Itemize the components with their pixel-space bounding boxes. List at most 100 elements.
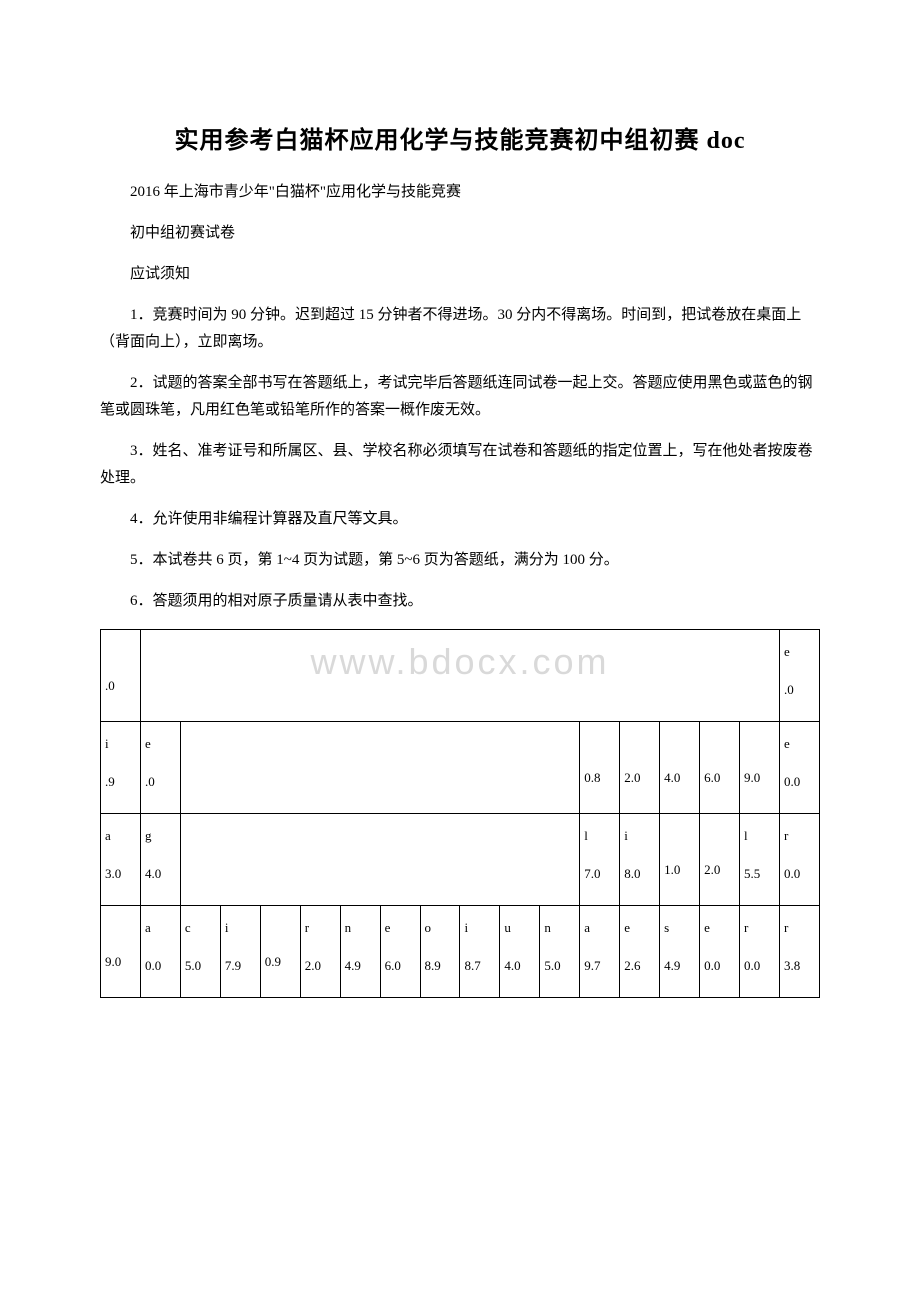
cell-value: 4.0: [660, 750, 699, 792]
cell-value: 0.0: [700, 938, 739, 980]
table-cell: i8.0: [620, 814, 660, 906]
table-cell: 4.0: [660, 722, 700, 814]
cell-symbol: c: [181, 906, 220, 938]
cell-value: 6.0: [381, 938, 420, 980]
cell-symbol: e: [700, 906, 739, 938]
table-cell: r2.0: [300, 906, 340, 998]
cell-symbol: [700, 814, 739, 842]
cell-symbol: [620, 722, 659, 750]
table-cell: 6.0: [700, 722, 740, 814]
table-cell: a3.0: [101, 814, 141, 906]
table-cell: e0.0: [700, 906, 740, 998]
cell-symbol: [181, 814, 579, 842]
cell-value: 4.0: [500, 938, 539, 980]
table-row: i.9e.00.82.04.06.09.0e0.0: [101, 722, 820, 814]
table-cell: .0: [101, 630, 141, 722]
table-cell: 2.0: [700, 814, 740, 906]
table-cell: e.0: [779, 630, 819, 722]
cell-value: 3.8: [780, 938, 819, 980]
notice-item: 5．本试卷共 6 页，第 1~4 页为试题，第 5~6 页为答题纸，满分为 10…: [100, 547, 820, 574]
table-cell: i.9: [101, 722, 141, 814]
cell-value: 9.0: [740, 750, 779, 792]
cell-symbol: r: [301, 906, 340, 938]
cell-value: 4.9: [341, 938, 380, 980]
cell-value: 2.0: [700, 842, 739, 884]
cell-symbol: [101, 630, 140, 658]
table-cell: n5.0: [540, 906, 580, 998]
table-cell: l5.5: [740, 814, 780, 906]
cell-symbol: e: [381, 906, 420, 938]
cell-symbol: l: [740, 814, 779, 846]
notice-item: 6．答题须用的相对原子质量请从表中查找。: [100, 588, 820, 615]
table-cell: u4.0: [500, 906, 540, 998]
cell-symbol: s: [660, 906, 699, 938]
notice-item: 3．姓名、准考证号和所属区、县、学校名称必须填写在试卷和答题纸的指定位置上，写在…: [100, 438, 820, 492]
cell-value: 5.0: [181, 938, 220, 980]
atomic-mass-table: .0e.0i.9e.00.82.04.06.09.0e0.0a3.0g4.0l7…: [100, 629, 820, 998]
table-cell: o8.9: [420, 906, 460, 998]
table-row: .0e.0: [101, 630, 820, 722]
cell-symbol: g: [141, 814, 180, 846]
cell-value: 5.5: [740, 846, 779, 888]
cell-symbol: r: [740, 906, 779, 938]
cell-symbol: [700, 722, 739, 750]
cell-value: 8.9: [421, 938, 460, 980]
table-cell: i7.9: [220, 906, 260, 998]
cell-value: [181, 750, 579, 776]
table-cell: [180, 814, 579, 906]
cell-symbol: e: [620, 906, 659, 938]
cell-value: 0.0: [780, 754, 819, 796]
cell-symbol: r: [780, 814, 819, 846]
table-cell: r3.8: [779, 906, 819, 998]
subtitle-line: 2016 年上海市青少年"白猫杯"应用化学与技能竞赛: [100, 179, 820, 206]
cell-value: 0.0: [141, 938, 180, 980]
cell-symbol: i: [620, 814, 659, 846]
cell-value: 4.0: [141, 846, 180, 888]
cell-value: .0: [780, 662, 819, 704]
cell-symbol: [660, 814, 699, 842]
table-cell: n4.9: [340, 906, 380, 998]
cell-value: 7.9: [221, 938, 260, 980]
cell-symbol: i: [101, 722, 140, 754]
table-cell: r0.0: [740, 906, 780, 998]
periodic-table-wrap: www.bdocx.com .0e.0i.9e.00.82.04.06.09.0…: [100, 629, 820, 998]
cell-symbol: e: [780, 722, 819, 754]
cell-symbol: e: [141, 722, 180, 754]
cell-value: .9: [101, 754, 140, 796]
table-cell: i8.7: [460, 906, 500, 998]
cell-symbol: e: [780, 630, 819, 662]
cell-value: 8.7: [460, 938, 499, 980]
cell-symbol: a: [141, 906, 180, 938]
table-cell: a0.0: [140, 906, 180, 998]
cell-value: 2.0: [301, 938, 340, 980]
table-row: 9.0a0.0c5.0i7.90.9r2.0n4.9e6.0o8.9i8.7u4…: [101, 906, 820, 998]
cell-value: 2.6: [620, 938, 659, 980]
cell-value: 5.0: [540, 938, 579, 980]
table-cell: 9.0: [740, 722, 780, 814]
table-cell: e0.0: [779, 722, 819, 814]
cell-value: 0.0: [740, 938, 779, 980]
cell-symbol: n: [540, 906, 579, 938]
cell-symbol: a: [101, 814, 140, 846]
cell-value: 6.0: [700, 750, 739, 792]
cell-value: 9.0: [101, 934, 140, 976]
cell-symbol: o: [421, 906, 460, 938]
cell-value: 3.0: [101, 846, 140, 888]
cell-symbol: a: [580, 906, 619, 938]
table-cell: [180, 722, 579, 814]
cell-value: 4.9: [660, 938, 699, 980]
cell-symbol: u: [500, 906, 539, 938]
table-cell: e.0: [140, 722, 180, 814]
table-cell: 0.8: [580, 722, 620, 814]
cell-symbol: [740, 722, 779, 750]
cell-value: 9.7: [580, 938, 619, 980]
cell-symbol: i: [460, 906, 499, 938]
cell-value: .0: [101, 658, 140, 700]
table-cell: l7.0: [580, 814, 620, 906]
cell-symbol: [141, 630, 779, 658]
cell-value: 0.0: [780, 846, 819, 888]
cell-value: [181, 842, 579, 868]
table-cell: r0.0: [779, 814, 819, 906]
table-row: a3.0g4.0l7.0i8.01.02.0l5.5r0.0: [101, 814, 820, 906]
cell-symbol: [660, 722, 699, 750]
